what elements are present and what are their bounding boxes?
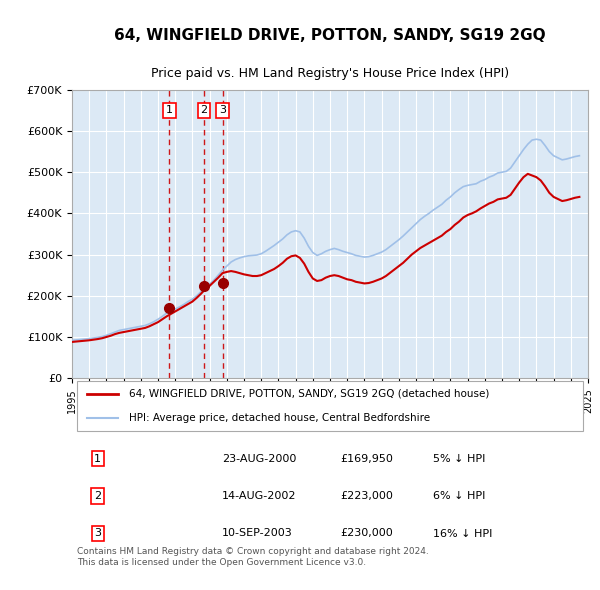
Text: 23-AUG-2000: 23-AUG-2000 bbox=[221, 454, 296, 464]
Text: Contains HM Land Registry data © Crown copyright and database right 2024.
This d: Contains HM Land Registry data © Crown c… bbox=[77, 548, 429, 567]
FancyBboxPatch shape bbox=[77, 381, 583, 431]
Text: 2: 2 bbox=[94, 491, 101, 501]
Text: 1: 1 bbox=[94, 454, 101, 464]
Text: £230,000: £230,000 bbox=[340, 529, 393, 539]
Text: 16% ↓ HPI: 16% ↓ HPI bbox=[433, 529, 493, 539]
Text: 14-AUG-2002: 14-AUG-2002 bbox=[221, 491, 296, 501]
Text: 64, WINGFIELD DRIVE, POTTON, SANDY, SG19 2GQ: 64, WINGFIELD DRIVE, POTTON, SANDY, SG19… bbox=[114, 28, 546, 43]
Text: 6% ↓ HPI: 6% ↓ HPI bbox=[433, 491, 485, 501]
Text: HPI: Average price, detached house, Central Bedfordshire: HPI: Average price, detached house, Cent… bbox=[129, 413, 430, 423]
Text: 3: 3 bbox=[219, 106, 226, 116]
Text: £169,950: £169,950 bbox=[340, 454, 393, 464]
Text: 1: 1 bbox=[166, 106, 173, 116]
Text: 10-SEP-2003: 10-SEP-2003 bbox=[221, 529, 292, 539]
Text: 64, WINGFIELD DRIVE, POTTON, SANDY, SG19 2GQ (detached house): 64, WINGFIELD DRIVE, POTTON, SANDY, SG19… bbox=[129, 389, 489, 399]
Text: 5% ↓ HPI: 5% ↓ HPI bbox=[433, 454, 485, 464]
Text: Price paid vs. HM Land Registry's House Price Index (HPI): Price paid vs. HM Land Registry's House … bbox=[151, 67, 509, 80]
Text: £223,000: £223,000 bbox=[340, 491, 393, 501]
Text: 3: 3 bbox=[94, 529, 101, 539]
Text: 2: 2 bbox=[200, 106, 208, 116]
